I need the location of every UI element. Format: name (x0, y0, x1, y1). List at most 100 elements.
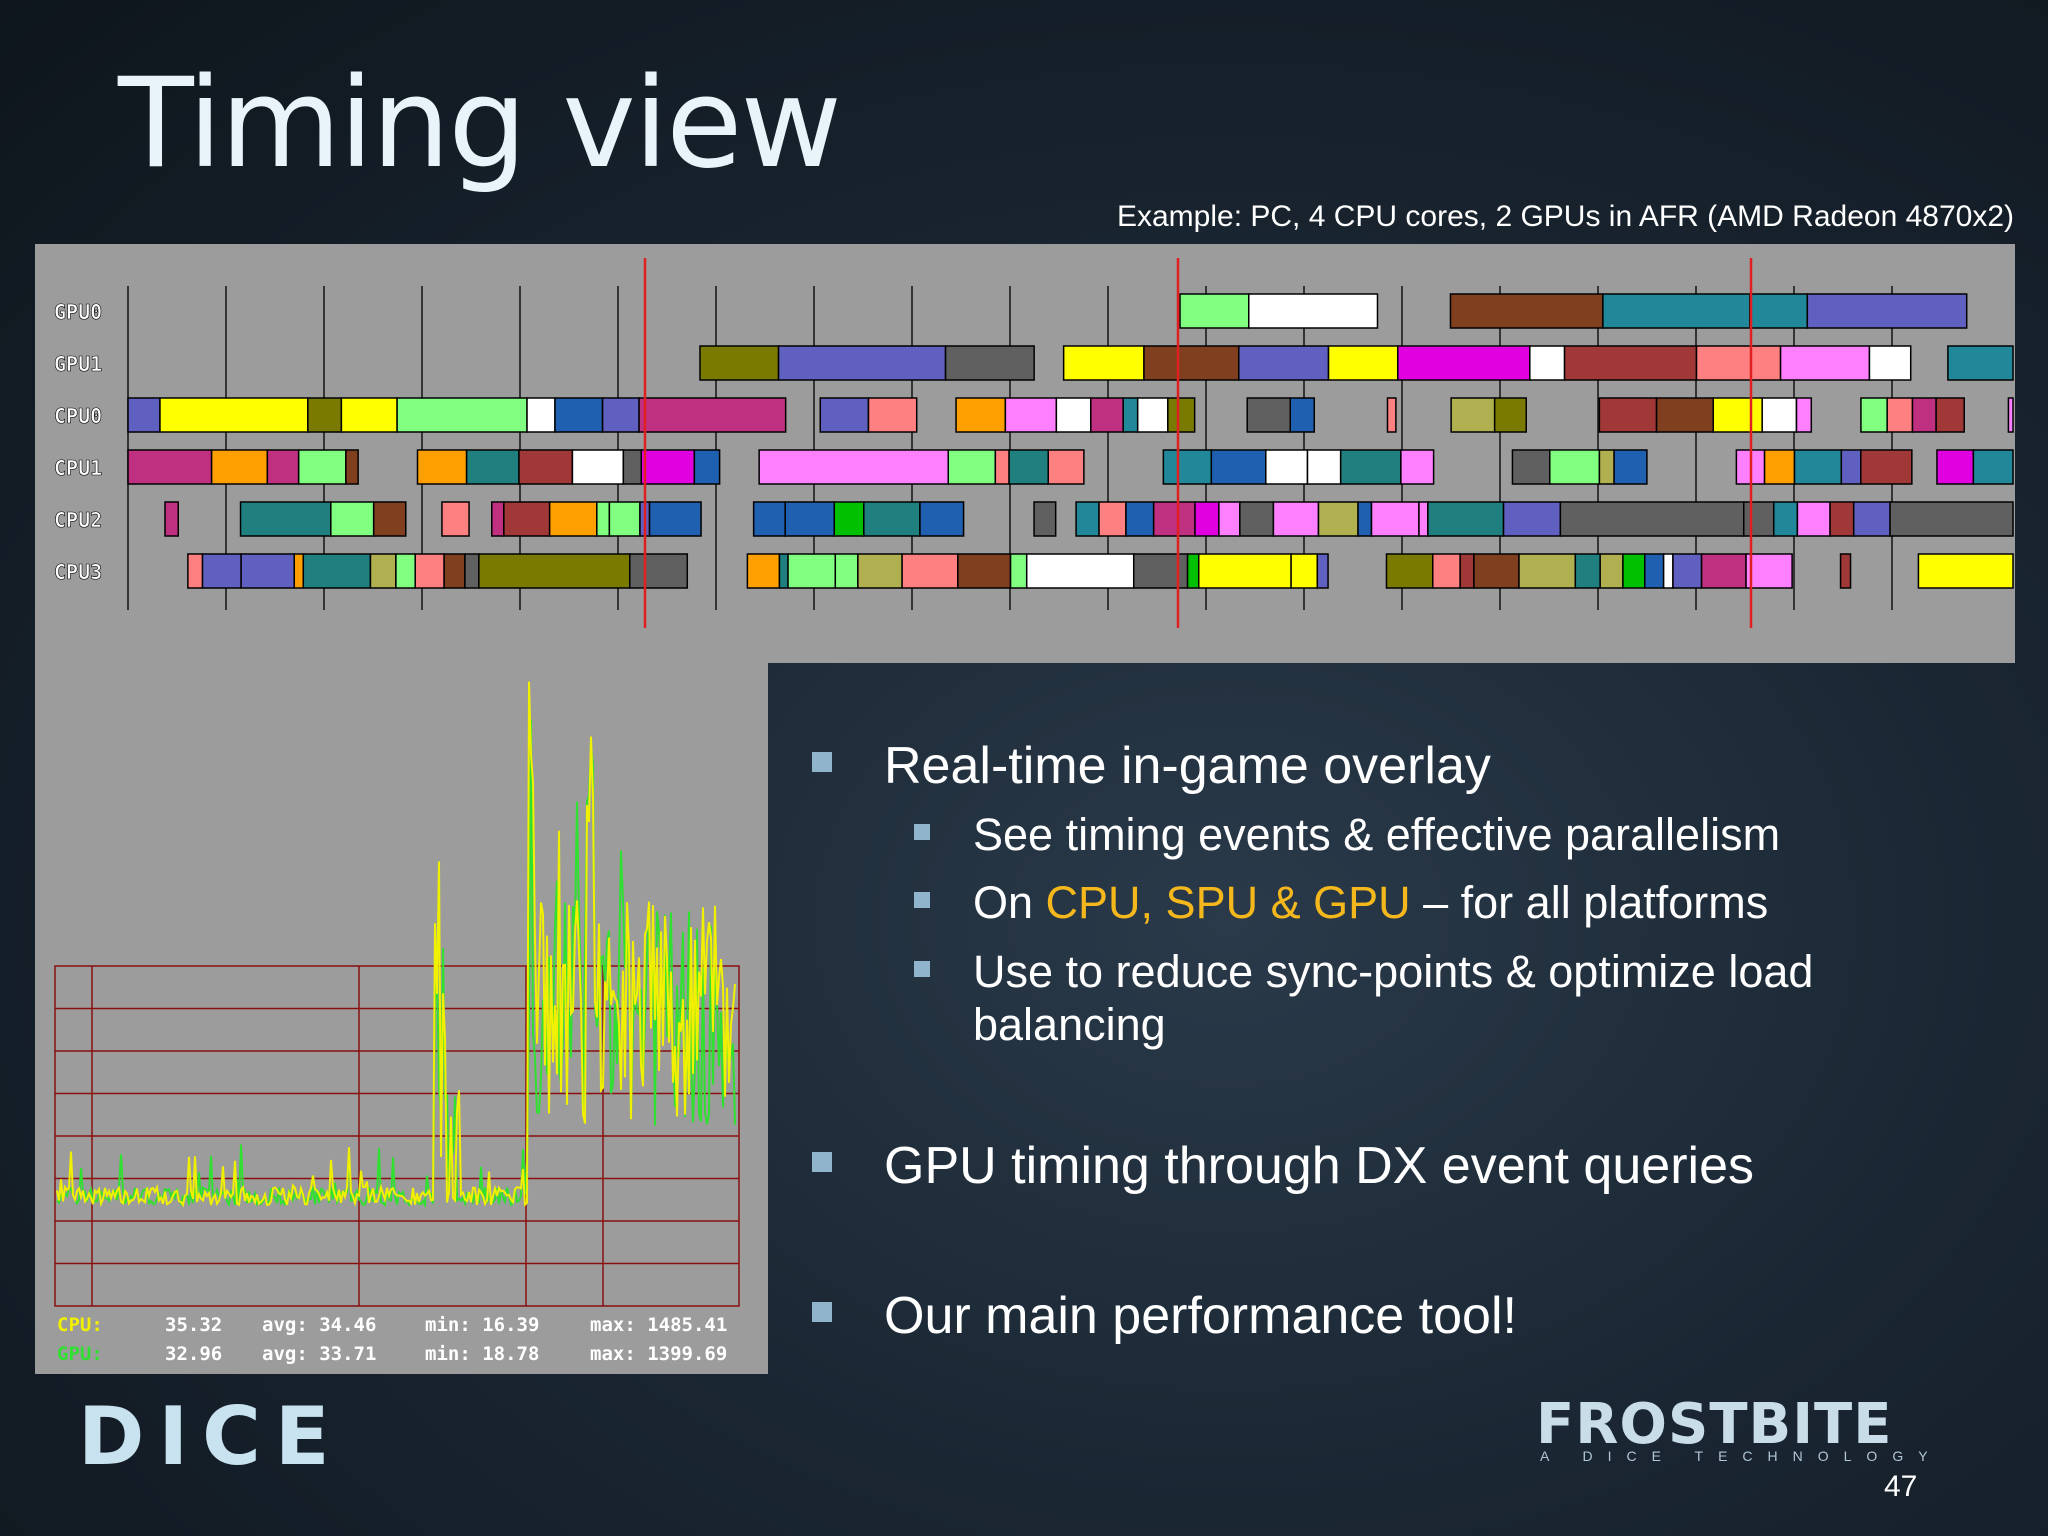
timing-block (1602, 293, 1751, 329)
timing-block (1911, 397, 1937, 433)
timing-block (1132, 553, 1189, 589)
timing-block (867, 397, 918, 433)
timing-block (1936, 449, 1975, 485)
timing-block (1167, 397, 1196, 433)
timing-block (1238, 345, 1330, 381)
bullet-marker (812, 1152, 832, 1172)
timing-block (1210, 449, 1267, 485)
timing-block (1742, 501, 1775, 537)
timing-block (1772, 501, 1799, 537)
timing-block (638, 397, 787, 433)
timing-block (307, 397, 343, 433)
timing-block (1025, 553, 1135, 589)
text-run: On (973, 877, 1046, 928)
timing-block (1972, 449, 2014, 485)
text-run: Use to reduce sync-points & optimize loa… (973, 946, 1814, 1051)
timing-block (1248, 293, 1379, 329)
timing-block (1418, 501, 1429, 537)
slide-title: Timing view (118, 52, 842, 196)
timing-block (201, 553, 242, 589)
text-run: CPU, SPU & GPU (1045, 877, 1411, 928)
timing-block (1427, 501, 1505, 537)
timing-block (465, 449, 520, 485)
timing-block (944, 345, 1035, 381)
timing-block (164, 501, 179, 537)
timing-block (1796, 501, 1831, 537)
timing-block (1162, 449, 1213, 485)
frostbite-tagline: A DICE TECHNOLOGY (1540, 1448, 1943, 1464)
timing-block (1122, 397, 1139, 433)
timing-block (1098, 501, 1127, 537)
timing-block (596, 501, 611, 537)
timing-block (1886, 397, 1914, 433)
timing-block (266, 449, 300, 485)
timing-block (1700, 553, 1747, 589)
timing-block (127, 397, 161, 433)
timing-block (159, 397, 309, 433)
timing-block (622, 449, 643, 485)
timing-block (1008, 449, 1050, 485)
timing-block (1062, 345, 1145, 381)
timing-block (1622, 553, 1646, 589)
timing-block (1179, 293, 1250, 329)
stat-avg: avg: 34.46 (262, 1314, 377, 1336)
timing-block (1306, 449, 1342, 485)
timing-block (1935, 397, 1965, 433)
timing-block (1644, 553, 1665, 589)
timing-block (1502, 501, 1562, 537)
timing-block (1655, 397, 1715, 433)
timing-block (187, 553, 204, 589)
timing-block (1317, 501, 1359, 537)
timing-block (1598, 397, 1658, 433)
stat-current: 32.96 (165, 1343, 223, 1365)
timing-block (787, 553, 837, 589)
frame-time-trace (56, 719, 736, 1209)
sub-bullet-marker (914, 892, 930, 908)
timing-block (1852, 501, 1891, 537)
timing-block (1218, 501, 1241, 537)
timing-block (1047, 449, 1085, 485)
timing-block (1889, 501, 2014, 537)
frame-graph (54, 681, 740, 1307)
timing-block (1432, 553, 1461, 589)
timing-block (1839, 553, 1852, 589)
bullet-marker (812, 752, 832, 772)
sub-bullet-marker (914, 824, 930, 840)
timing-block (1563, 345, 1698, 381)
timing-block (955, 397, 1007, 433)
timing-block (1246, 397, 1292, 433)
timing-block (648, 501, 702, 537)
timing-block (416, 449, 468, 485)
row-label: GPU0 (54, 300, 102, 324)
timing-block (994, 449, 1010, 485)
timing-block (1559, 501, 1745, 537)
timing-block (1745, 553, 1793, 589)
timing-block (1033, 501, 1057, 537)
timing-block (1793, 449, 1843, 485)
stat-label: GPU: (57, 1343, 103, 1365)
timing-block (369, 553, 397, 589)
timing-block (1090, 397, 1124, 433)
timing-block (1186, 553, 1200, 589)
bullet-text: Real-time in-game overlay (884, 737, 1491, 795)
text-run: – for all platforms (1410, 877, 1769, 928)
timing-block (1613, 449, 1648, 485)
timing-block (777, 345, 947, 381)
timing-block (1868, 345, 1912, 381)
timing-block (1370, 501, 1420, 537)
timing-block (1860, 449, 1913, 485)
timing-block (1327, 345, 1399, 381)
timing-block (919, 501, 965, 537)
timing-block (1779, 345, 1871, 381)
stat-min: min: 18.78 (425, 1343, 540, 1365)
timing-block (819, 397, 870, 433)
timing-block (1672, 553, 1703, 589)
sub-bullet-marker (914, 961, 930, 977)
timing-block (901, 553, 959, 589)
stat-current: 35.32 (165, 1314, 223, 1336)
timing-block (491, 501, 505, 537)
timing-block (1449, 293, 1604, 329)
timing-block (526, 397, 556, 433)
timing-block (1397, 345, 1531, 381)
timing-block (2007, 397, 2014, 433)
